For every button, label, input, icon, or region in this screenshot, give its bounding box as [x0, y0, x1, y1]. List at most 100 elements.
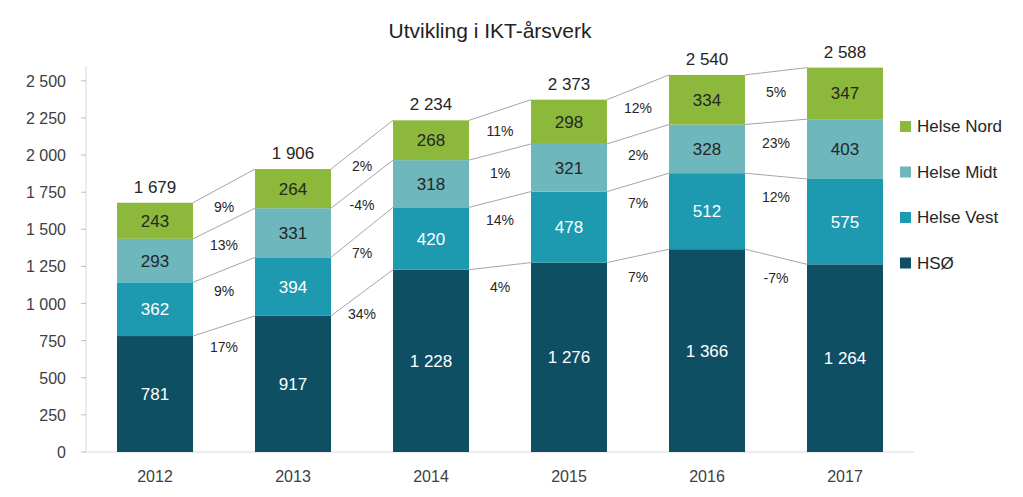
data-label: 328 [693, 140, 721, 159]
y-tick [81, 452, 86, 453]
y-tick [81, 155, 86, 156]
data-label: 298 [555, 113, 583, 132]
growth-label: 17% [210, 339, 238, 355]
growth-label: 9% [214, 283, 234, 299]
connector-line [193, 257, 255, 282]
bar [393, 207, 469, 269]
bar [393, 120, 469, 160]
legend-label: Helse Vest [917, 208, 999, 227]
y-tick [81, 340, 86, 341]
growth-label: -4% [350, 197, 375, 213]
data-label: 318 [417, 175, 445, 194]
x-tick-label: 2017 [827, 468, 863, 485]
total-label: 2 588 [824, 43, 867, 62]
y-tick-label: 2 000 [26, 147, 66, 164]
data-label: 1 264 [824, 349, 867, 368]
x-tick-label: 2016 [689, 468, 725, 485]
bars [117, 68, 883, 452]
bar [117, 203, 193, 239]
legend-swatch [900, 121, 911, 132]
data-label: 512 [693, 202, 721, 221]
data-label: 575 [831, 213, 859, 232]
legend-label: Helse Midt [917, 163, 998, 182]
growth-label: 2% [352, 158, 372, 174]
connector-line [745, 173, 807, 179]
bar [807, 179, 883, 264]
total-label: 1 679 [134, 178, 177, 197]
bar [531, 263, 607, 452]
growth-label: 4% [490, 279, 510, 295]
bar [255, 257, 331, 315]
y-tick [81, 192, 86, 193]
growth-label: 5% [766, 84, 786, 100]
y-tick-label: 1 250 [26, 258, 66, 275]
bar [669, 173, 745, 249]
connector-line [745, 119, 807, 124]
growth-label: 7% [628, 269, 648, 285]
y-tick-label: 250 [39, 407, 66, 424]
growth-label: 12% [762, 189, 790, 205]
legend-swatch [900, 167, 911, 178]
growth-label: 2% [628, 147, 648, 163]
connector-line [193, 169, 255, 203]
y-tick [81, 266, 86, 267]
y-tick [81, 303, 86, 304]
growth-label: 7% [352, 245, 372, 261]
growth-label: 34% [348, 306, 376, 322]
x-axis-line [86, 452, 914, 453]
growth-label: 11% [487, 123, 514, 139]
growth-label: 7% [628, 195, 648, 211]
data-label: 394 [279, 278, 307, 297]
data-label: 334 [693, 91, 721, 110]
data-label: 362 [141, 300, 169, 319]
data-label: 403 [831, 140, 859, 159]
total-label: 2 540 [686, 50, 729, 69]
connector-line [745, 249, 807, 264]
data-label: 1 366 [686, 342, 729, 361]
growth-label: -7% [764, 270, 789, 286]
y-tick-label: 0 [57, 444, 66, 461]
growth-label: 1% [490, 165, 510, 181]
data-label: 264 [279, 180, 307, 199]
legend-swatch [900, 258, 911, 269]
bar [669, 249, 745, 452]
y-tick-label: 750 [39, 333, 66, 350]
y-tick-label: 500 [39, 370, 66, 387]
y-tick-label: 2 250 [26, 110, 66, 127]
growth-label: 13% [210, 237, 238, 253]
total-label: 2 234 [410, 95, 453, 114]
data-label: 321 [555, 159, 583, 178]
bar [117, 336, 193, 452]
total-label: 2 373 [548, 75, 591, 94]
y-tick [81, 414, 86, 415]
data-label: 781 [141, 385, 169, 404]
total-label: 1 906 [272, 144, 315, 163]
bar [255, 316, 331, 452]
bar [393, 270, 469, 452]
data-label: 347 [831, 84, 859, 103]
bar [117, 282, 193, 336]
x-tick-label: 2015 [551, 468, 587, 485]
legend-label: Helse Nord [917, 117, 1002, 136]
bar [669, 75, 745, 125]
chart: Utvikling i IKT-årsverk02505007501 0001 … [0, 0, 1023, 497]
connector-line [469, 144, 531, 160]
data-label: 243 [141, 212, 169, 231]
data-label: 1 228 [410, 352, 453, 371]
bar [807, 119, 883, 179]
bar [807, 264, 883, 452]
data-label: 420 [417, 230, 445, 249]
y-axis-line [86, 66, 87, 452]
connector-line [469, 100, 531, 121]
bar [255, 169, 331, 208]
y-tick-label: 1 750 [26, 184, 66, 201]
legend-swatch [900, 212, 911, 223]
y-tick-label: 2 500 [26, 73, 66, 90]
x-tick-label: 2014 [413, 468, 449, 485]
connector-line [607, 124, 669, 143]
connector-line [607, 173, 669, 191]
connector-line [745, 68, 807, 75]
data-label: 331 [279, 224, 307, 243]
bar [807, 68, 883, 120]
data-label: 917 [279, 375, 307, 394]
